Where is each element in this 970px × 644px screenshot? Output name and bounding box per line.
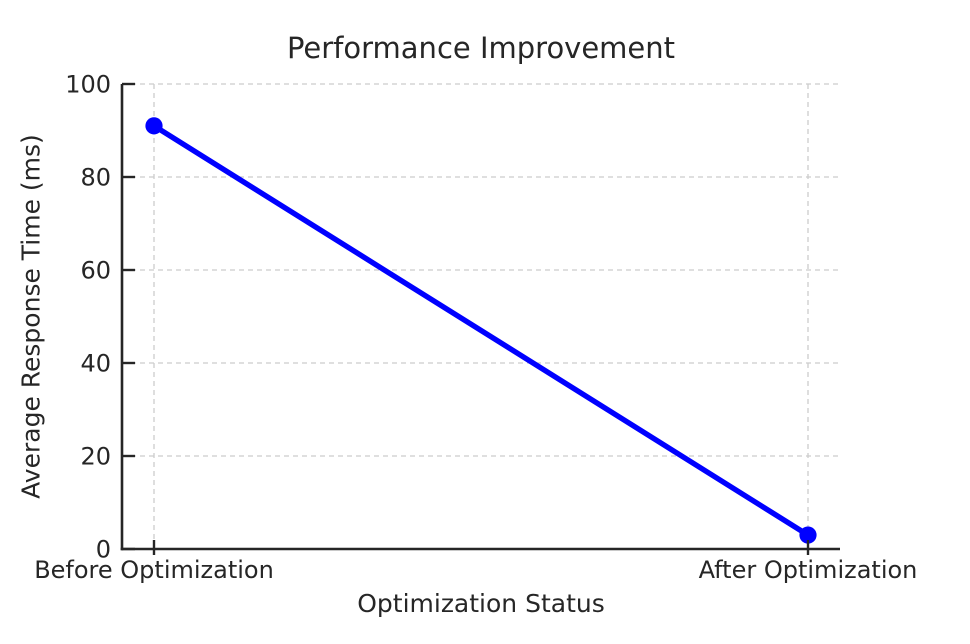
chart-title: Performance Improvement <box>286 31 676 65</box>
data-line <box>151 123 811 538</box>
x-axis-label: Optimization Status <box>357 589 605 618</box>
y-tick-label: 40 <box>80 350 111 378</box>
data-point <box>145 117 163 135</box>
y-tick-label: 60 <box>80 257 111 285</box>
y-tick-label: 100 <box>65 71 111 99</box>
x-tick-label: After Optimization <box>699 556 918 584</box>
x-tick-label: Before Optimization <box>34 556 274 584</box>
y-tick-label: 0 <box>96 536 111 564</box>
data-point <box>799 526 817 544</box>
y-tick-label: 20 <box>80 443 111 471</box>
y-tick-label: 80 <box>80 164 111 192</box>
